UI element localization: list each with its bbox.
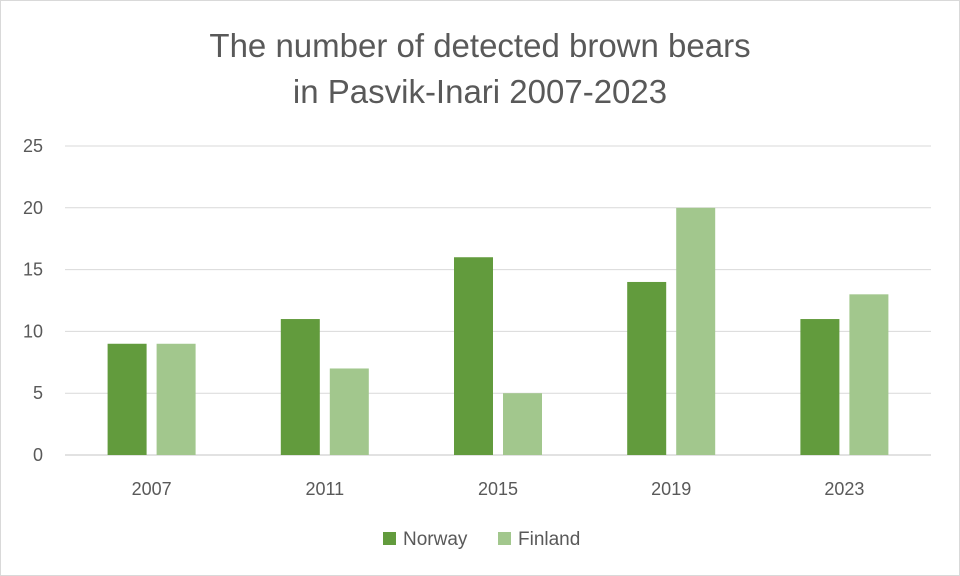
x-tick-label: 2015 bbox=[478, 479, 518, 499]
legend-swatch-norway bbox=[383, 532, 396, 545]
legend: Norway Finland bbox=[383, 529, 580, 550]
gridlines bbox=[65, 145, 931, 456]
bar-finland-2023 bbox=[849, 294, 889, 455]
bars bbox=[107, 207, 889, 455]
chart-title-line-1: The number of detected brown bears bbox=[209, 27, 750, 64]
bar-finland-2011 bbox=[329, 368, 369, 455]
x-tick-label: 2023 bbox=[824, 479, 864, 499]
y-axis-ticks: 0 5 10 15 20 25 bbox=[23, 136, 43, 465]
bar-norway-2007 bbox=[107, 343, 147, 455]
bar-finland-2015 bbox=[503, 393, 542, 455]
x-tick-label: 2011 bbox=[305, 479, 344, 499]
y-tick-label: 25 bbox=[23, 136, 43, 156]
y-tick-label: 0 bbox=[33, 445, 43, 465]
bar-norway-2023 bbox=[800, 319, 840, 455]
x-tick-label: 2007 bbox=[132, 479, 172, 499]
chart-title-line-2: in Pasvik-Inari 2007-2023 bbox=[293, 73, 667, 110]
x-tick-label: 2019 bbox=[651, 479, 691, 499]
bar-norway-2015 bbox=[454, 257, 493, 455]
legend-label-norway: Norway bbox=[403, 529, 468, 550]
legend-swatch-finland bbox=[498, 532, 511, 545]
legend-label-finland: Finland bbox=[518, 529, 580, 550]
bar-norway-2011 bbox=[280, 319, 320, 455]
y-tick-label: 20 bbox=[23, 198, 43, 218]
bar-finland-2007 bbox=[156, 343, 196, 455]
bar-norway-2019 bbox=[627, 281, 667, 455]
y-tick-label: 5 bbox=[33, 383, 43, 403]
x-axis-ticks: 2007 2011 2015 2019 2023 bbox=[132, 479, 865, 499]
y-tick-label: 15 bbox=[23, 260, 43, 280]
bar-finland-2019 bbox=[676, 207, 716, 455]
y-tick-label: 10 bbox=[23, 321, 43, 341]
